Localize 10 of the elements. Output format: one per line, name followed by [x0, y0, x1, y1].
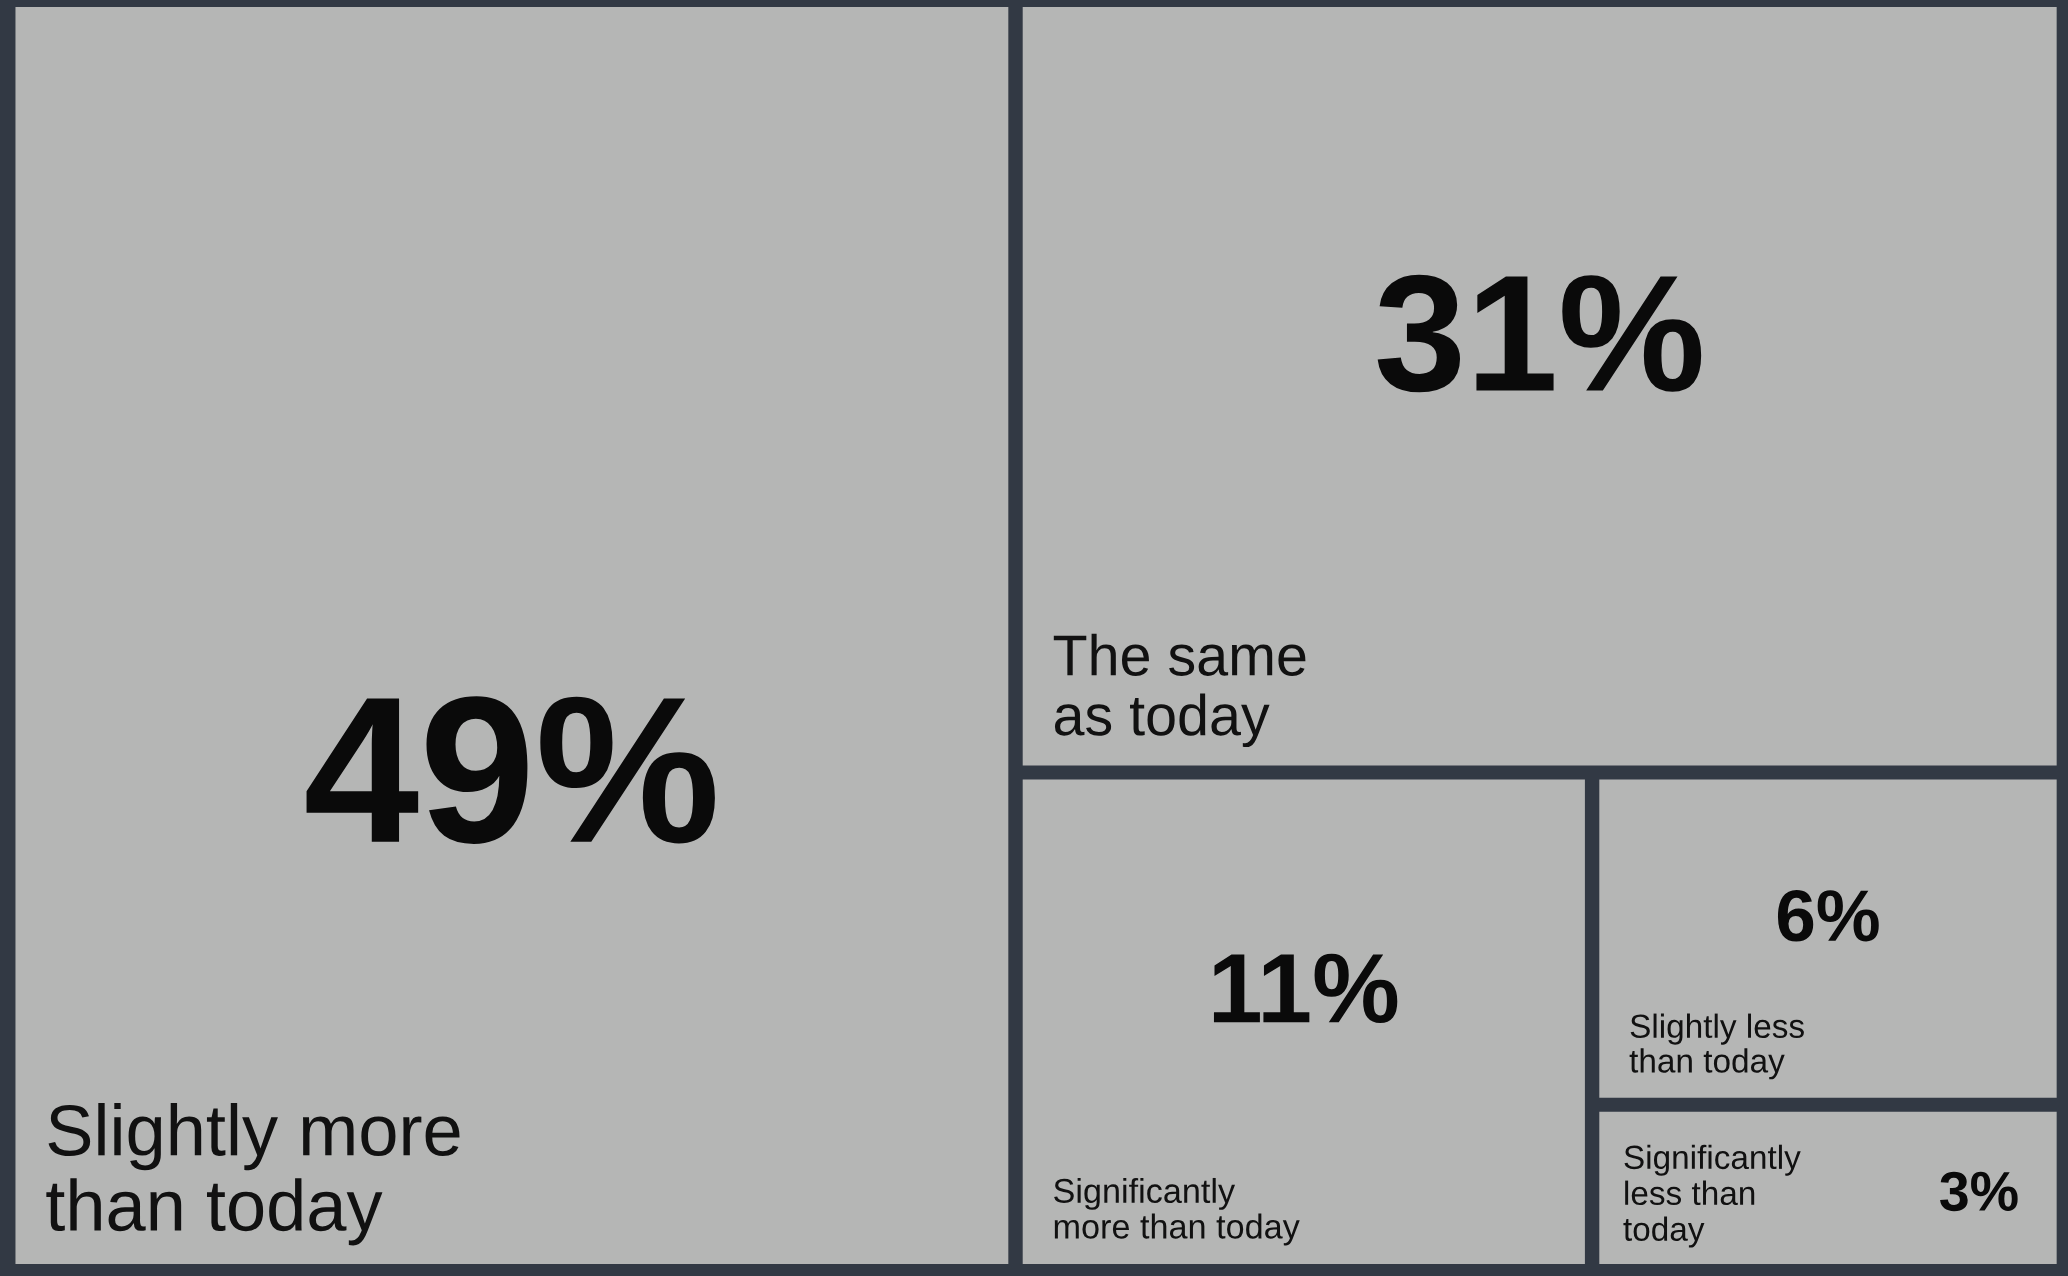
- category-label: Significantly less than today: [1623, 1144, 1801, 1248]
- data-label: 6%: [1777, 889, 1879, 942]
- category-label: Significantly more than today: [1054, 1177, 1300, 1246]
- category-label: Slightly more than today: [46, 1102, 460, 1246]
- category-label: The same as today: [1053, 633, 1306, 748]
- data-label: 11%: [1213, 953, 1398, 1024]
- data-label: 49%: [306, 696, 715, 844]
- data-label: 3%: [1940, 1171, 2018, 1212]
- category-label: Slightly less than today: [1629, 1013, 1804, 1080]
- data-label: 31%: [1377, 274, 1702, 393]
